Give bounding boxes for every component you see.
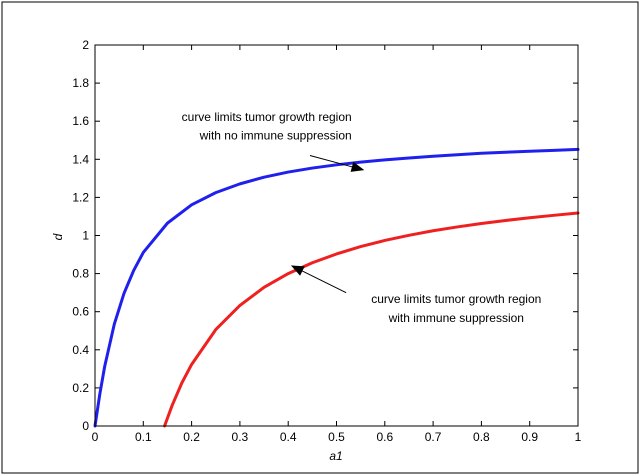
x-tick-label: 0.4	[280, 430, 297, 444]
x-tick-label: 0.2	[183, 430, 200, 444]
annotation-text: with no immune suppression	[199, 128, 352, 142]
annotation-text: with immune suppression	[388, 311, 524, 325]
x-tick-label: 0.8	[473, 430, 490, 444]
y-tick-label: 1.4	[72, 152, 89, 166]
y-tick-label: 0	[82, 419, 89, 433]
x-tick-label: 1	[575, 430, 582, 444]
x-tick-label: 0.3	[232, 430, 249, 444]
y-tick-label: 0.6	[72, 305, 89, 319]
x-tick-label: 0.1	[135, 430, 152, 444]
y-axis-label: d	[51, 233, 65, 240]
series-line-1	[93, 147, 580, 428]
y-tick-label: 1.6	[72, 114, 89, 128]
x-tick-label: 0.6	[376, 430, 393, 444]
plot-lines	[93, 147, 580, 428]
y-tick-label: 0.2	[72, 381, 89, 395]
annotations: curve limits tumor growth region with no …	[182, 110, 542, 325]
annotation-arrowhead	[290, 265, 305, 276]
y-tick-label: 1.2	[72, 190, 89, 204]
series-line-2	[163, 211, 580, 428]
x-tick-label: 0.5	[328, 430, 345, 444]
annotation-arrow	[301, 270, 347, 294]
plot-area	[94, 44, 579, 427]
annotation-text: curve limits tumor growth region	[371, 292, 541, 306]
y-tick-label: 1	[82, 229, 89, 243]
annotation-arrowhead	[350, 161, 365, 172]
y-tick-label: 2	[82, 38, 89, 52]
y-tick-label: 1.8	[72, 76, 89, 90]
y-tick-label: 0.4	[72, 343, 89, 357]
x-tick-label: 0	[92, 430, 99, 444]
x-axis-label: a1	[329, 449, 342, 463]
annotation-text: curve limits tumor growth region	[182, 110, 352, 124]
x-tick-label: 0.9	[521, 430, 538, 444]
tick-marks: 0 0.1 0.2 0.3 0.4 0.5 0.6 0.7 0.8 0.9 1 0 0.2 0.4 0.6 0…	[72, 38, 581, 444]
x-tick-label: 0.7	[425, 430, 442, 444]
y-tick-label: 0.8	[72, 267, 89, 281]
annotation-arrow	[309, 155, 353, 168]
